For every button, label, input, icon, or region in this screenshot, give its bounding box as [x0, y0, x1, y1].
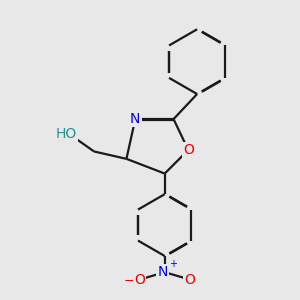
Text: −: −	[123, 274, 134, 287]
Text: N: N	[157, 265, 168, 279]
Text: +: +	[169, 259, 177, 269]
Text: O: O	[134, 273, 145, 286]
Text: HO: HO	[56, 127, 77, 141]
Text: O: O	[183, 143, 194, 157]
Text: O: O	[184, 273, 195, 286]
Text: N: N	[130, 112, 140, 126]
